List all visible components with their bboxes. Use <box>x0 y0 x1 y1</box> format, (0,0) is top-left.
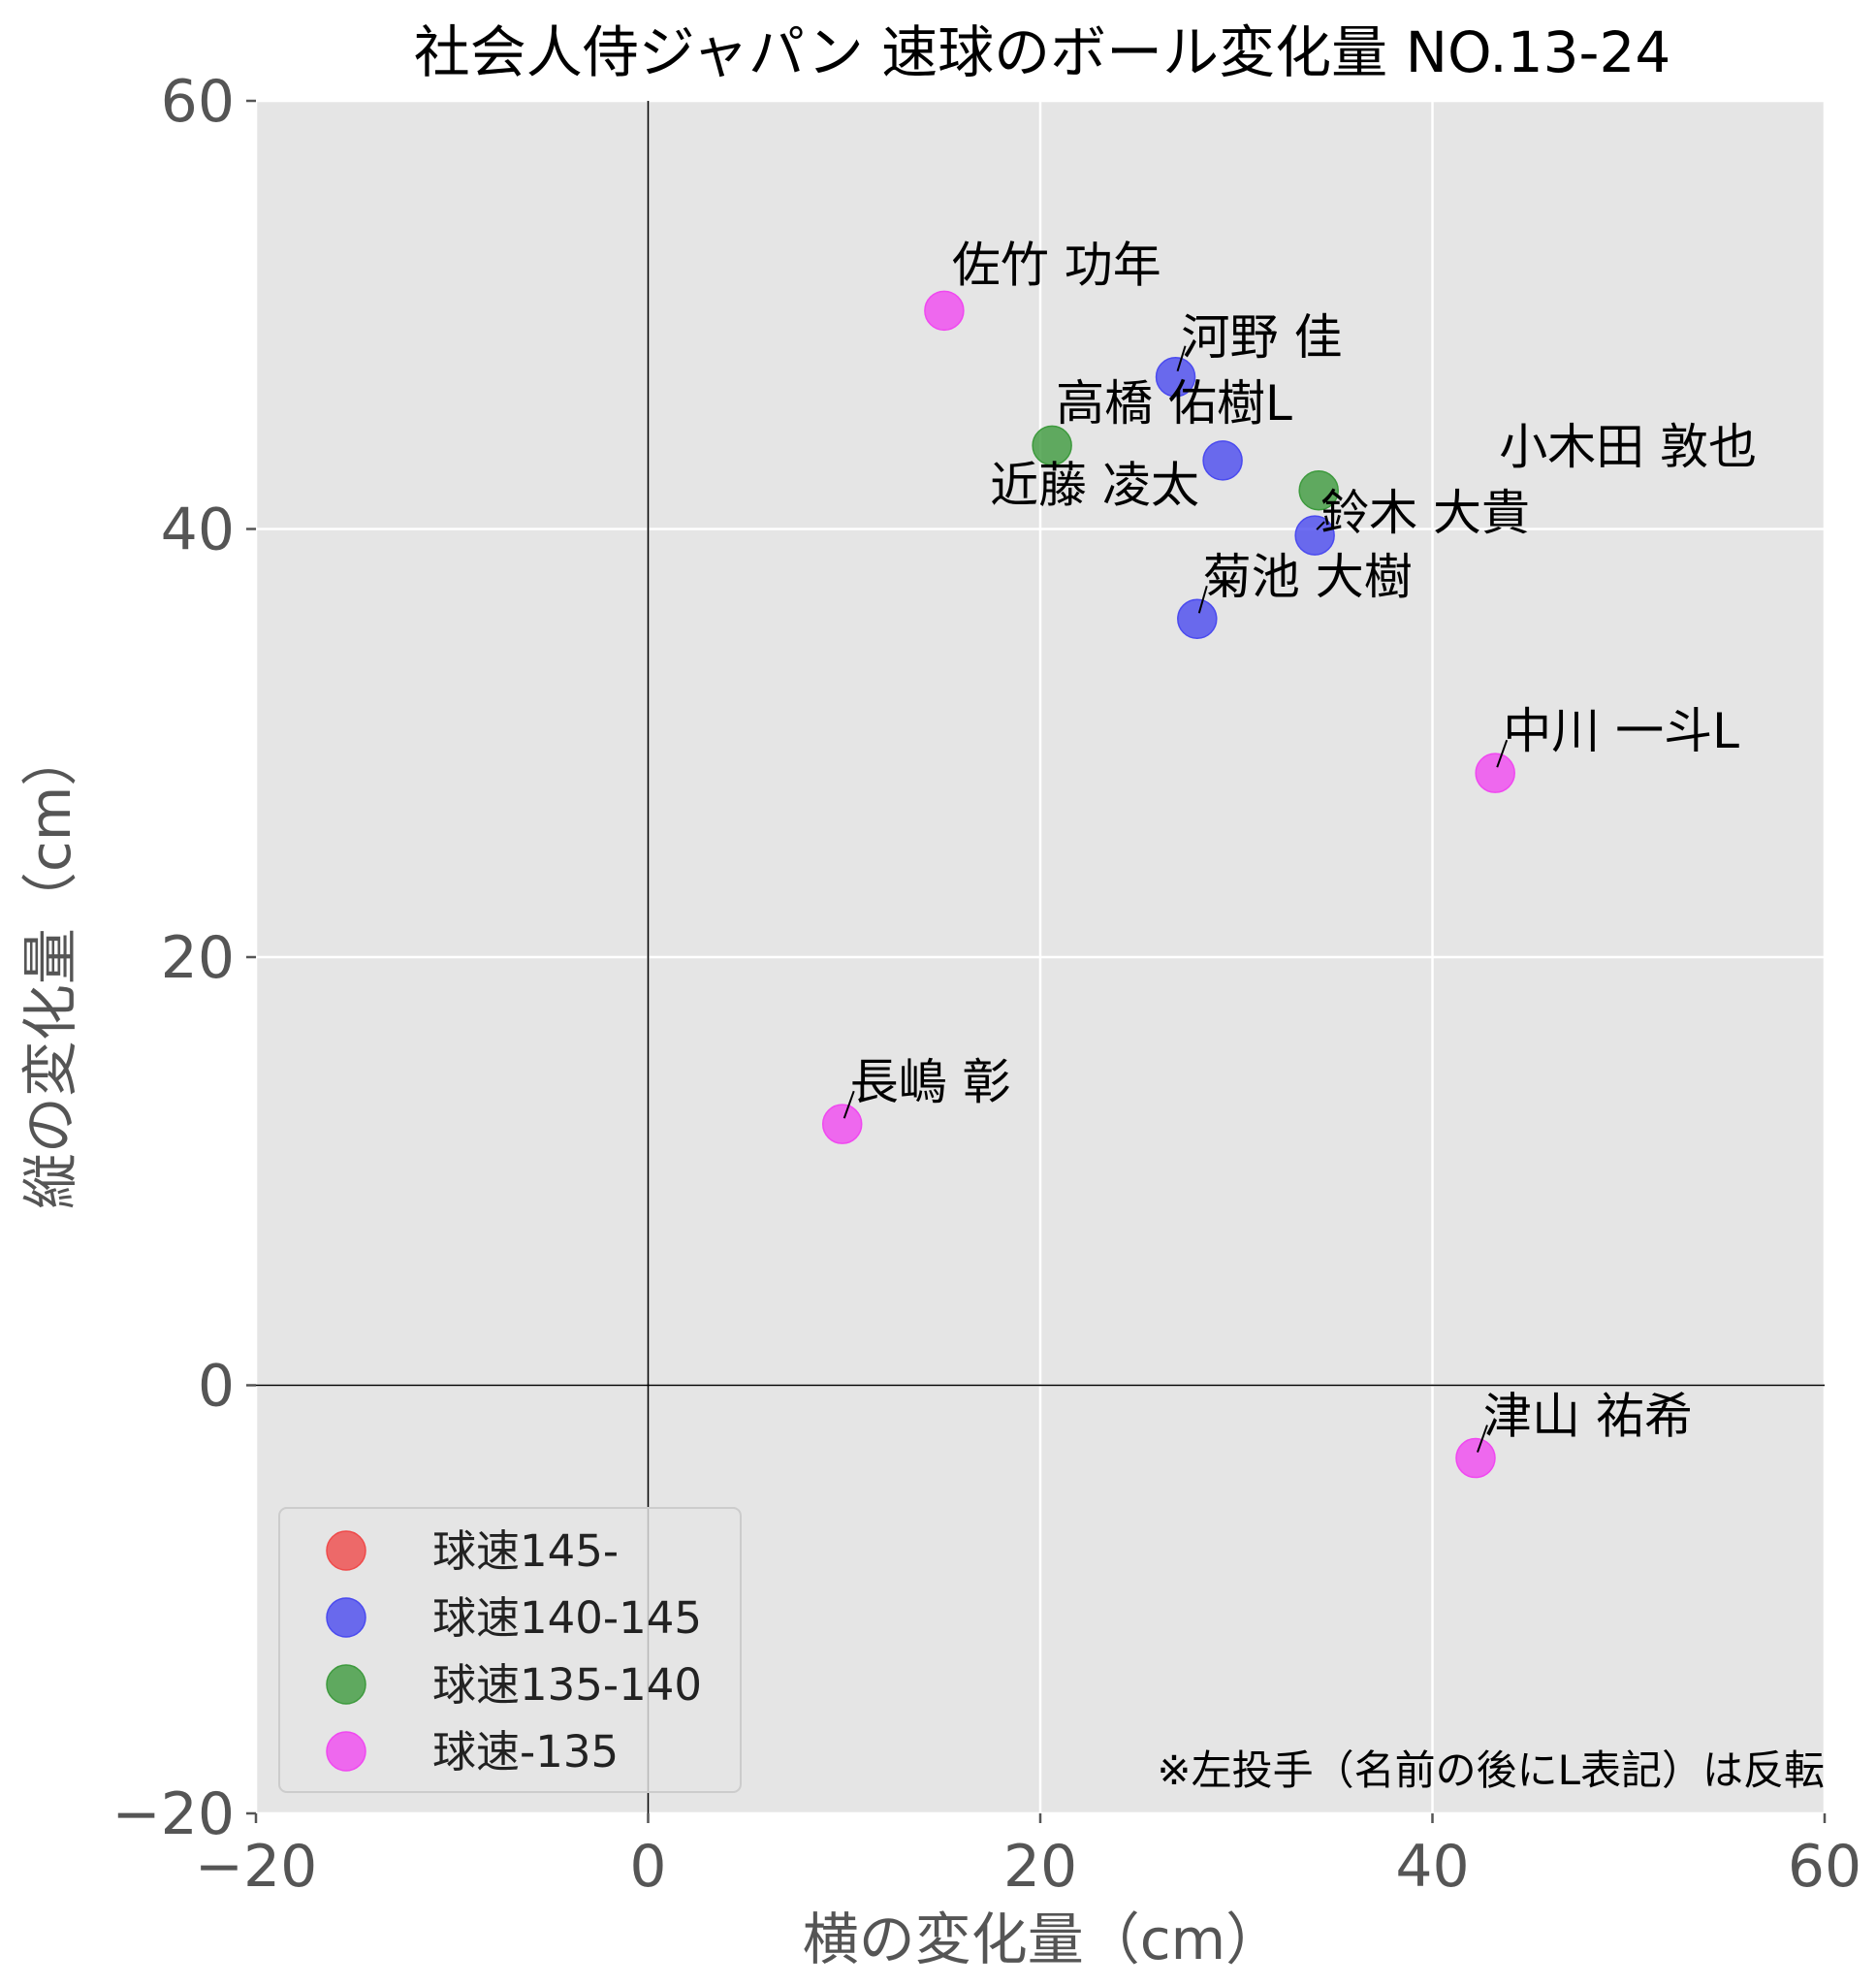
label-leader-line <box>1176 345 1187 372</box>
point-label: 小木田 敦也 <box>1499 419 1757 475</box>
scatter-point <box>1155 357 1196 398</box>
x-tick-label: 0 <box>629 1833 666 1901</box>
x-axis-label: 横の変化量（cm） <box>803 1906 1282 1972</box>
label-leader-line <box>1477 1425 1488 1453</box>
label-leader-line <box>1496 739 1509 768</box>
point-label: 鈴木 大貴 <box>1320 485 1530 541</box>
legend-label: 球速-135 <box>432 1726 619 1778</box>
point-label: 近藤 凌太 <box>990 457 1199 513</box>
y-tick-label: 40 <box>161 496 235 564</box>
scatter-point <box>924 290 965 332</box>
point-label: 佐竹 功年 <box>952 237 1161 293</box>
scatter-point <box>1294 515 1335 556</box>
label-leader-line <box>1197 585 1208 614</box>
scatter-point <box>821 1104 863 1144</box>
axis-ticks: −20 0 20 40 60 −20 0 20 40 60 <box>111 68 1861 1901</box>
legend: 球速145- 球速140-145 球速135-140 球速-135 <box>278 1507 742 1793</box>
legend-label: 球速135-140 <box>432 1659 702 1711</box>
point-label: 菊池 大樹 <box>1203 549 1413 605</box>
point-label: 高橋 佑樹L <box>1056 375 1292 432</box>
label-leader-line <box>843 1090 855 1119</box>
legend-label: 球速145- <box>432 1525 619 1577</box>
scatter-point <box>1032 425 1072 466</box>
legend-box <box>278 1507 742 1793</box>
legend-marker <box>326 1664 366 1705</box>
y-tick-label: 0 <box>198 1353 235 1421</box>
scatter-point <box>1475 753 1515 793</box>
scatter-point <box>1177 598 1218 639</box>
scatter-point <box>1298 470 1339 511</box>
chart-title: 社会人侍ジャパン 速球のボール変化量 NO.13-24 <box>414 19 1671 85</box>
point-label: 長嶋 彰 <box>850 1054 1011 1110</box>
x-tick-label: 20 <box>1003 1833 1077 1901</box>
legend-marker <box>326 1731 366 1772</box>
legend-marker <box>326 1530 366 1571</box>
scatter-point <box>1455 1437 1496 1479</box>
x-tick-label: 40 <box>1395 1833 1469 1901</box>
y-tick-label: −20 <box>111 1780 235 1848</box>
x-tick-label: 60 <box>1788 1833 1861 1901</box>
point-label: 河野 佳 <box>1182 309 1343 366</box>
point-label: 中川 一斗L <box>1503 703 1739 759</box>
legend-marker <box>326 1597 366 1638</box>
label-leader-line <box>1316 521 1325 530</box>
x-tick-label: −20 <box>195 1833 318 1901</box>
data-points <box>821 290 1515 1479</box>
scatter-point <box>1202 440 1243 481</box>
y-tick-label: 20 <box>161 924 235 992</box>
legend-label: 球速140-145 <box>432 1592 702 1644</box>
annotation-note: ※左投手（名前の後にL表記）は反転 <box>1157 1746 1825 1794</box>
y-tick-label: 60 <box>161 68 235 136</box>
y-axis-label: 縦の変化量（cm） <box>17 730 83 1209</box>
point-label: 津山 祐希 <box>1483 1389 1693 1445</box>
